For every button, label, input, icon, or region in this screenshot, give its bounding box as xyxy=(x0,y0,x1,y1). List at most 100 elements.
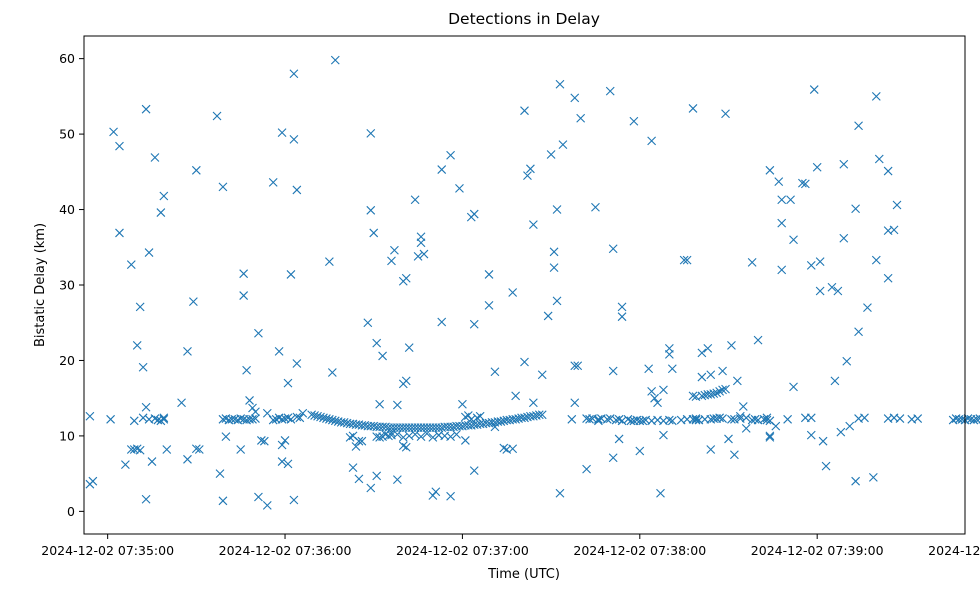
data-point xyxy=(277,128,287,137)
data-point xyxy=(842,356,852,366)
data-point xyxy=(570,93,580,103)
data-point xyxy=(526,164,535,174)
data-point xyxy=(369,228,379,238)
data-point xyxy=(401,442,411,452)
data-point xyxy=(839,233,849,243)
y-axis: 0 10 20 30 40 50 60 xyxy=(59,51,84,519)
data-point xyxy=(183,454,192,464)
data-point xyxy=(484,270,494,279)
data-point xyxy=(212,111,222,121)
data-point xyxy=(691,392,701,402)
data-point xyxy=(528,398,538,408)
data-point xyxy=(106,414,115,424)
data-point xyxy=(549,247,559,257)
data-point xyxy=(446,491,455,501)
data-point xyxy=(520,413,529,423)
data-point xyxy=(629,116,639,126)
data-point xyxy=(398,441,408,451)
data-point xyxy=(608,366,618,376)
data-point xyxy=(283,459,293,469)
data-point xyxy=(159,191,169,201)
data-point xyxy=(292,359,302,368)
data-point xyxy=(455,184,464,193)
data-point xyxy=(156,208,166,217)
data-point xyxy=(268,177,278,187)
data-point xyxy=(339,417,349,427)
data-point xyxy=(555,488,565,498)
data-point xyxy=(777,265,787,275)
data-point xyxy=(762,413,772,423)
data-point xyxy=(806,430,816,440)
data-point xyxy=(656,488,665,498)
data-point xyxy=(730,450,739,460)
data-point xyxy=(437,317,447,327)
data-point xyxy=(735,411,745,421)
data-point xyxy=(718,366,727,376)
data-point xyxy=(330,55,340,65)
data-point xyxy=(248,403,257,413)
data-point xyxy=(520,357,529,367)
data-point xyxy=(490,422,500,432)
data-point xyxy=(602,414,612,424)
data-point xyxy=(392,400,402,410)
data-point xyxy=(307,410,317,420)
data-point xyxy=(774,177,784,187)
data-point xyxy=(528,411,538,421)
data-points xyxy=(85,55,980,510)
data-point xyxy=(298,408,308,418)
data-point xyxy=(883,273,893,283)
data-point xyxy=(387,256,396,266)
data-point xyxy=(892,200,902,210)
data-point xyxy=(348,431,358,441)
data-point xyxy=(851,476,861,486)
data-point xyxy=(351,442,361,451)
x-tick-label: 2024-12-02 07:35:00 xyxy=(41,543,174,558)
data-point xyxy=(188,297,198,306)
data-point xyxy=(502,445,512,454)
data-point xyxy=(585,414,594,424)
data-point xyxy=(419,249,429,259)
data-point xyxy=(715,387,725,396)
data-point xyxy=(162,445,172,454)
data-point xyxy=(416,232,426,242)
data-point xyxy=(490,367,500,377)
data-point xyxy=(221,432,231,442)
data-point xyxy=(135,302,145,312)
data-point xyxy=(469,319,479,329)
data-point xyxy=(310,411,319,420)
data-point xyxy=(511,391,521,401)
data-point xyxy=(623,414,633,424)
data-point xyxy=(741,413,751,423)
data-point xyxy=(626,416,636,426)
data-point xyxy=(712,388,722,398)
data-point xyxy=(289,495,299,505)
data-point xyxy=(289,134,299,144)
data-point xyxy=(177,398,186,408)
data-point xyxy=(543,311,553,321)
data-point xyxy=(215,469,225,479)
data-point xyxy=(537,410,547,420)
data-point xyxy=(724,434,733,444)
data-point xyxy=(363,318,373,328)
data-point xyxy=(659,430,668,440)
x-axis: 2024-12-02 07:35:00 2024-12-02 07:36:00 20… xyxy=(41,534,980,558)
data-point xyxy=(759,414,769,424)
data-point xyxy=(688,104,698,113)
data-point xyxy=(718,385,727,395)
data-point xyxy=(765,165,775,175)
data-point xyxy=(765,433,775,442)
data-point xyxy=(594,416,603,426)
data-point xyxy=(194,445,204,454)
data-point xyxy=(528,220,538,230)
data-point xyxy=(815,257,825,266)
data-point xyxy=(679,255,689,265)
y-tick-label: 0 xyxy=(67,504,75,519)
data-point xyxy=(614,434,624,444)
data-point xyxy=(667,364,677,374)
data-point xyxy=(821,461,831,471)
data-point xyxy=(458,399,467,409)
data-point xyxy=(218,182,228,192)
data-point xyxy=(836,427,846,437)
data-point xyxy=(913,414,923,423)
